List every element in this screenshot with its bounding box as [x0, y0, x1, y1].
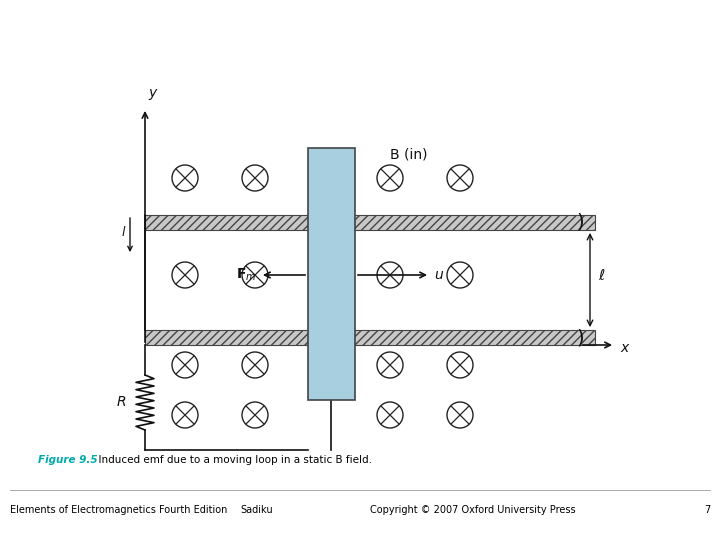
- Text: I: I: [335, 260, 338, 274]
- Text: Sadiku: Sadiku: [240, 505, 273, 515]
- Bar: [145, 215, 595, 230]
- Text: y: y: [148, 86, 156, 100]
- Text: l: l: [122, 226, 125, 240]
- Text: 7: 7: [703, 505, 710, 515]
- Text: Copyright © 2007 Oxford University Press: Copyright © 2007 Oxford University Press: [370, 505, 575, 515]
- Text: Elements of Electromagnetics Fourth Edition: Elements of Electromagnetics Fourth Edit…: [10, 505, 228, 515]
- Text: Induced emf due to a moving loop in a static B field.: Induced emf due to a moving loop in a st…: [92, 455, 372, 465]
- Text: B (in): B (in): [390, 148, 428, 162]
- Text: $\ell$: $\ell$: [598, 267, 606, 282]
- Text: ): ): [576, 213, 584, 232]
- Bar: [308, 148, 355, 400]
- Text: u: u: [434, 268, 443, 282]
- Text: x: x: [620, 341, 629, 355]
- Text: $\mathbf{F}_m$: $\mathbf{F}_m$: [235, 267, 256, 283]
- Text: Figure 9.5: Figure 9.5: [38, 455, 98, 465]
- Text: R: R: [117, 395, 126, 409]
- Text: ): ): [576, 328, 584, 347]
- Bar: [145, 330, 595, 345]
